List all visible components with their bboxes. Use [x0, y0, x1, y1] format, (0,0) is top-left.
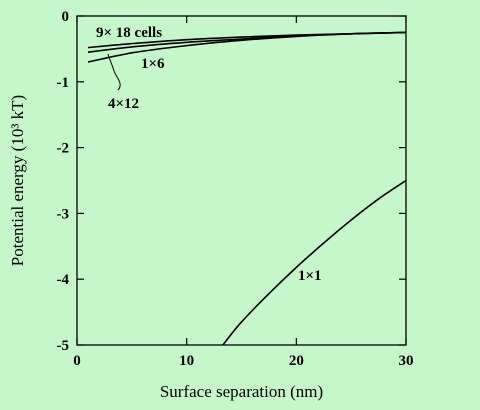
y-tick-label: -3: [57, 206, 70, 222]
y-tick-label: -1: [57, 75, 70, 91]
y-tick-label: -2: [57, 141, 70, 157]
y-tick-label: -5: [57, 338, 70, 354]
annotation-1x6: 1×6: [141, 56, 165, 72]
series-line-2: [87, 31, 407, 63]
leader-line-4x12: [107, 53, 121, 91]
x-tick-label: 0: [73, 353, 81, 369]
series-layer: [87, 31, 407, 346]
y-axis-ticks: 0 -1 -2 -3 -4 -5: [57, 9, 406, 354]
y-tick-label: 0: [62, 9, 70, 25]
x-tick-label: 30: [399, 353, 414, 369]
series-line-3: [222, 179, 407, 346]
annotation-9x18-cells: 9× 18 cells: [96, 25, 162, 41]
x-axis-label: Surface separation (nm): [160, 382, 323, 401]
x-tick-label: 10: [179, 353, 194, 369]
annotation-4x12: 4×12: [108, 96, 139, 112]
x-axis-ticks: 0 10 20 30: [73, 16, 414, 369]
plot-area-frame: [76, 15, 407, 346]
annotation-1x1: 1×1: [298, 268, 322, 284]
y-axis-label: Potential energy (10³ kT): [8, 95, 27, 266]
x-tick-label: 20: [289, 353, 304, 369]
y-tick-label: -4: [57, 272, 70, 288]
